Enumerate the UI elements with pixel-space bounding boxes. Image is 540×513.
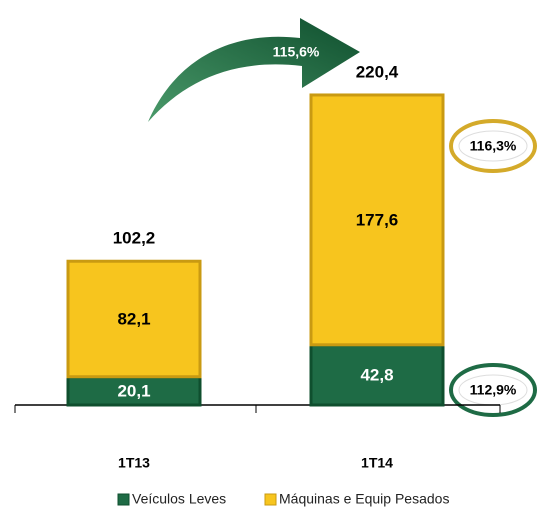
value-label: 82,1 [117,309,150,328]
annotation: 115,6% [273,44,320,60]
value-label: 20,1 [117,381,150,400]
x-tick-label: 1T14 [361,455,393,471]
bar-segment [66,259,202,379]
growth-arrow [148,18,360,122]
value-label: 177,6 [356,210,399,229]
annotation-bg [458,130,528,162]
total-label: 220,4 [356,62,399,81]
bar-segment [309,343,445,407]
annotation-ring [449,119,537,173]
legend-label: Veículos Leves [132,491,226,507]
annotation: 112,9% [470,382,517,398]
x-tick-label: 1T13 [118,455,150,471]
bar-segment [66,375,202,407]
annotation-ring [449,363,537,417]
total-label: 102,2 [113,229,156,248]
legend-swatch [264,493,277,506]
annotation: 116,3% [470,138,517,154]
legend-label: Máquinas e Equip Pesados [279,491,449,507]
bar-segment [309,93,445,347]
value-label: 42,8 [360,365,393,384]
legend-swatch [117,493,130,506]
